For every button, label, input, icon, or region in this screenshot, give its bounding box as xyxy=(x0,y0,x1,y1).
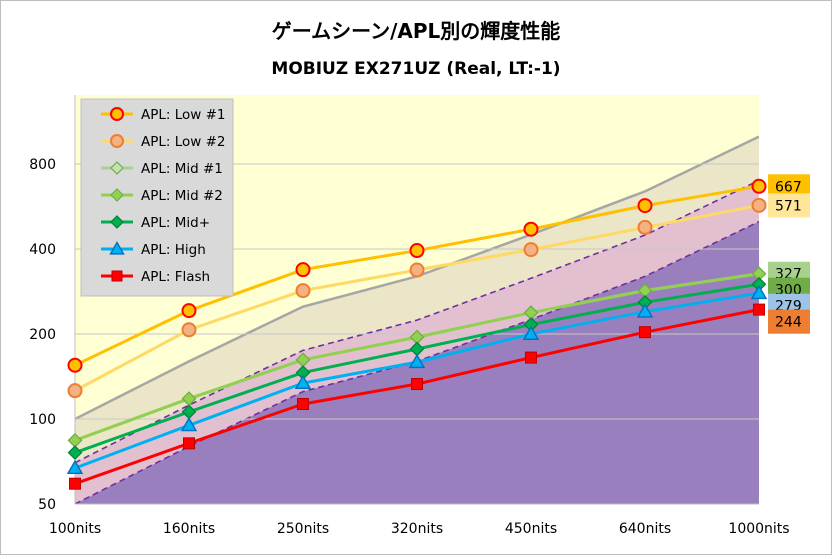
legend-marker xyxy=(110,107,124,121)
legend-label: APL: Low #2 xyxy=(141,134,226,150)
data-point-450nits xyxy=(522,325,540,340)
x-tick-label-250nits: 250nits xyxy=(277,521,329,537)
series-apl-high xyxy=(66,284,768,475)
legend-label: APL: Mid #1 xyxy=(141,161,223,177)
legend-label: APL: Flash xyxy=(141,269,210,285)
x-tick-label-450nits: 450nits xyxy=(505,521,557,537)
x-tick-label-160nits: 160nits xyxy=(163,521,215,537)
data-point-160nits xyxy=(180,416,198,432)
data-point-450nits xyxy=(523,242,539,258)
legend-label: APL: Mid+ xyxy=(141,215,210,231)
data-point-100nits xyxy=(69,477,81,490)
y-tick-label-50: 50 xyxy=(38,497,56,513)
data-point-1000nits xyxy=(750,284,768,300)
legend-marker xyxy=(110,215,124,229)
data-point-250nits xyxy=(294,374,312,390)
legend-item-apl-mid-: APL: Mid+ xyxy=(101,215,210,231)
legend: APL: Low #1 APL: Low #2 APL: Mid #1 APL: Mi… xyxy=(80,98,234,297)
end-label-244: 244 xyxy=(768,309,810,334)
legend-marker xyxy=(110,161,124,175)
data-point-100nits xyxy=(67,357,83,373)
x-tick-label-1000nits: 1000nits xyxy=(728,521,789,537)
legend-marker xyxy=(110,134,124,148)
end-label-box xyxy=(768,193,810,218)
data-point-160nits xyxy=(181,303,197,319)
data-point-250nits xyxy=(295,262,311,278)
y-tick-label-200: 200 xyxy=(29,327,56,343)
data-point-640nits xyxy=(637,198,653,214)
series-apl-mid-2 xyxy=(67,266,767,448)
data-point-320nits xyxy=(409,243,425,259)
legend-box xyxy=(80,98,234,297)
x-tick-label-640nits: 640nits xyxy=(619,521,671,537)
data-point-100nits xyxy=(67,445,83,461)
data-point-640nits xyxy=(637,219,653,235)
legend-marker xyxy=(110,188,124,202)
plot-area: 50 100 200 400 800 100nits 160nits 250nits 320ni… xyxy=(29,95,810,537)
data-point-320nits xyxy=(409,262,425,278)
series-apl-low-1 xyxy=(67,178,767,373)
data-point-1000nits xyxy=(751,178,767,194)
legend-marker xyxy=(109,241,125,255)
data-point-100nits xyxy=(66,459,84,475)
legend-item-apl-mid-2: APL: Mid #2 xyxy=(101,188,223,204)
legend-item-apl-flash: APL: Flash xyxy=(101,269,210,285)
y-tick-label-400: 400 xyxy=(29,242,56,258)
data-point-1000nits xyxy=(751,197,767,213)
data-point-320nits xyxy=(411,378,423,391)
x-tick-label-320nits: 320nits xyxy=(391,521,443,537)
end-label-box xyxy=(768,309,810,334)
legend-label: APL: Mid #2 xyxy=(141,188,223,204)
data-point-160nits xyxy=(183,437,195,450)
data-point-320nits xyxy=(408,353,426,369)
reference-line-2 xyxy=(75,179,759,464)
legend-item-apl-low-2: APL: Low #2 xyxy=(101,134,226,150)
series-apl-low-2 xyxy=(67,197,767,399)
y-tick-label-800: 800 xyxy=(29,157,56,173)
legend-marker xyxy=(111,270,123,282)
chart-title: ゲームシーン/APL別の輝度性能 xyxy=(272,19,561,43)
end-label-text: 571 xyxy=(775,198,802,214)
series-apl-flash xyxy=(69,303,765,490)
data-point-1000nits xyxy=(753,303,765,316)
data-point-640nits xyxy=(636,303,654,318)
data-point-250nits xyxy=(295,283,311,299)
y-tick-label-100: 100 xyxy=(29,412,56,428)
data-point-100nits xyxy=(67,383,83,399)
end-label-571: 571 xyxy=(768,193,810,218)
legend-item-apl-high: APL: High xyxy=(101,241,206,258)
data-point-250nits xyxy=(297,398,309,411)
legend-label: APL: High xyxy=(141,242,206,258)
legend-item-apl-low-1: APL: Low #1 xyxy=(101,107,226,123)
legend-item-apl-mid-1: APL: Mid #1 xyxy=(101,161,223,177)
x-tick-label-100nits: 100nits xyxy=(49,521,101,537)
legend-label: APL: Low #1 xyxy=(141,107,226,123)
end-label-text: 244 xyxy=(775,315,802,331)
data-point-160nits xyxy=(181,322,197,338)
data-point-450nits xyxy=(525,351,537,364)
data-point-450nits xyxy=(523,221,539,237)
data-point-640nits xyxy=(639,326,651,339)
end-label-text: 667 xyxy=(775,179,802,195)
chart-subtitle: MOBIUZ EX271UZ (Real, LT:-1) xyxy=(271,59,560,79)
